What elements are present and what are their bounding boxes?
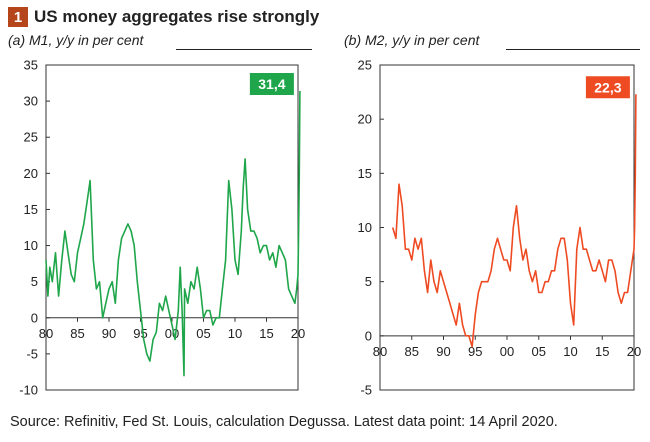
m1-ytick-label: 35 — [24, 58, 38, 73]
m1-ytick-label: 25 — [24, 130, 38, 145]
m2-subtitle: (b) M2, y/y in per cent — [344, 32, 480, 48]
m2-ytick-label: 25 — [358, 58, 372, 73]
source-note: Source: Refinitiv, Fed St. Louis, calcul… — [10, 414, 558, 430]
m1-ytick-label: 30 — [24, 94, 38, 109]
m2-ytick-label: 15 — [358, 166, 372, 181]
m2-panel: (b) M2, y/y in per cent -5 0 5 10 15 20 25 80 85… — [330, 30, 650, 402]
figure-title: US money aggregates rise strongly — [34, 7, 320, 26]
m2-series-line — [391, 94, 637, 348]
m2-plot-frame — [379, 64, 635, 391]
m2-callout-label: 22,3 — [594, 79, 621, 95]
m1-callout-box — [249, 73, 294, 95]
m1-xtick-label: 85 — [70, 326, 84, 341]
m1-subtitle-rule — [176, 49, 312, 50]
m2-xtick-label: 10 — [563, 344, 577, 359]
m1-xtick-label: 15 — [259, 326, 273, 341]
m2-xtick-label: 00 — [500, 344, 514, 359]
m1-xtick-label: 80 — [39, 326, 53, 341]
m2-xtick-label: 15 — [595, 344, 609, 359]
m1-ytick-label: 20 — [24, 166, 38, 181]
m1-ytick-label: -5 — [26, 346, 38, 361]
m1-value-callout: 31,4 — [249, 73, 294, 95]
m1-xtick-label: 05 — [196, 326, 210, 341]
m2-ytick-label: 10 — [358, 220, 372, 235]
m1-xtick-label: 95 — [133, 326, 147, 341]
figure-header: 1 US money aggregates rise strongly — [8, 6, 319, 28]
m1-xtick-label: 90 — [102, 326, 116, 341]
m1-ytick-label: -10 — [19, 383, 38, 398]
m2-callout-box — [585, 76, 630, 99]
m1-ytick-label: 5 — [31, 274, 38, 289]
m2-xtick-label: 90 — [436, 344, 450, 359]
m1-xtick-label: 10 — [228, 326, 242, 341]
m2-ytick-label: 5 — [365, 274, 372, 289]
m2-xtick-label: 05 — [532, 344, 546, 359]
m1-series-line — [45, 90, 301, 377]
m1-xtick-label: 20 — [291, 326, 305, 341]
m2-xtick-label: 80 — [373, 344, 387, 359]
m2-subtitle-rule — [506, 49, 640, 50]
m2-xtick-label: 95 — [468, 344, 482, 359]
m1-ytick-label: 10 — [24, 238, 38, 253]
m2-ytick-label: 20 — [358, 112, 372, 127]
m1-callout-label: 31,4 — [258, 76, 285, 92]
m2-value-callout: 22,3 — [585, 76, 630, 99]
m2-ytick-label: -5 — [360, 383, 372, 398]
m2-xtick-label: 85 — [405, 344, 419, 359]
m2-xtick-label: 20 — [627, 344, 641, 359]
m1-ytick-label: 15 — [24, 202, 38, 217]
m2-ytick-label: 0 — [365, 328, 372, 343]
m1-subtitle: (a) M1, y/y in per cent — [8, 32, 144, 48]
m1-ytick-label: 0 — [31, 310, 38, 325]
figure-number-badge: 1 — [8, 7, 28, 27]
m1-panel: (a) M1, y/y in per cent -10 -5 0 5 10 15 20 25 3… — [0, 30, 318, 402]
